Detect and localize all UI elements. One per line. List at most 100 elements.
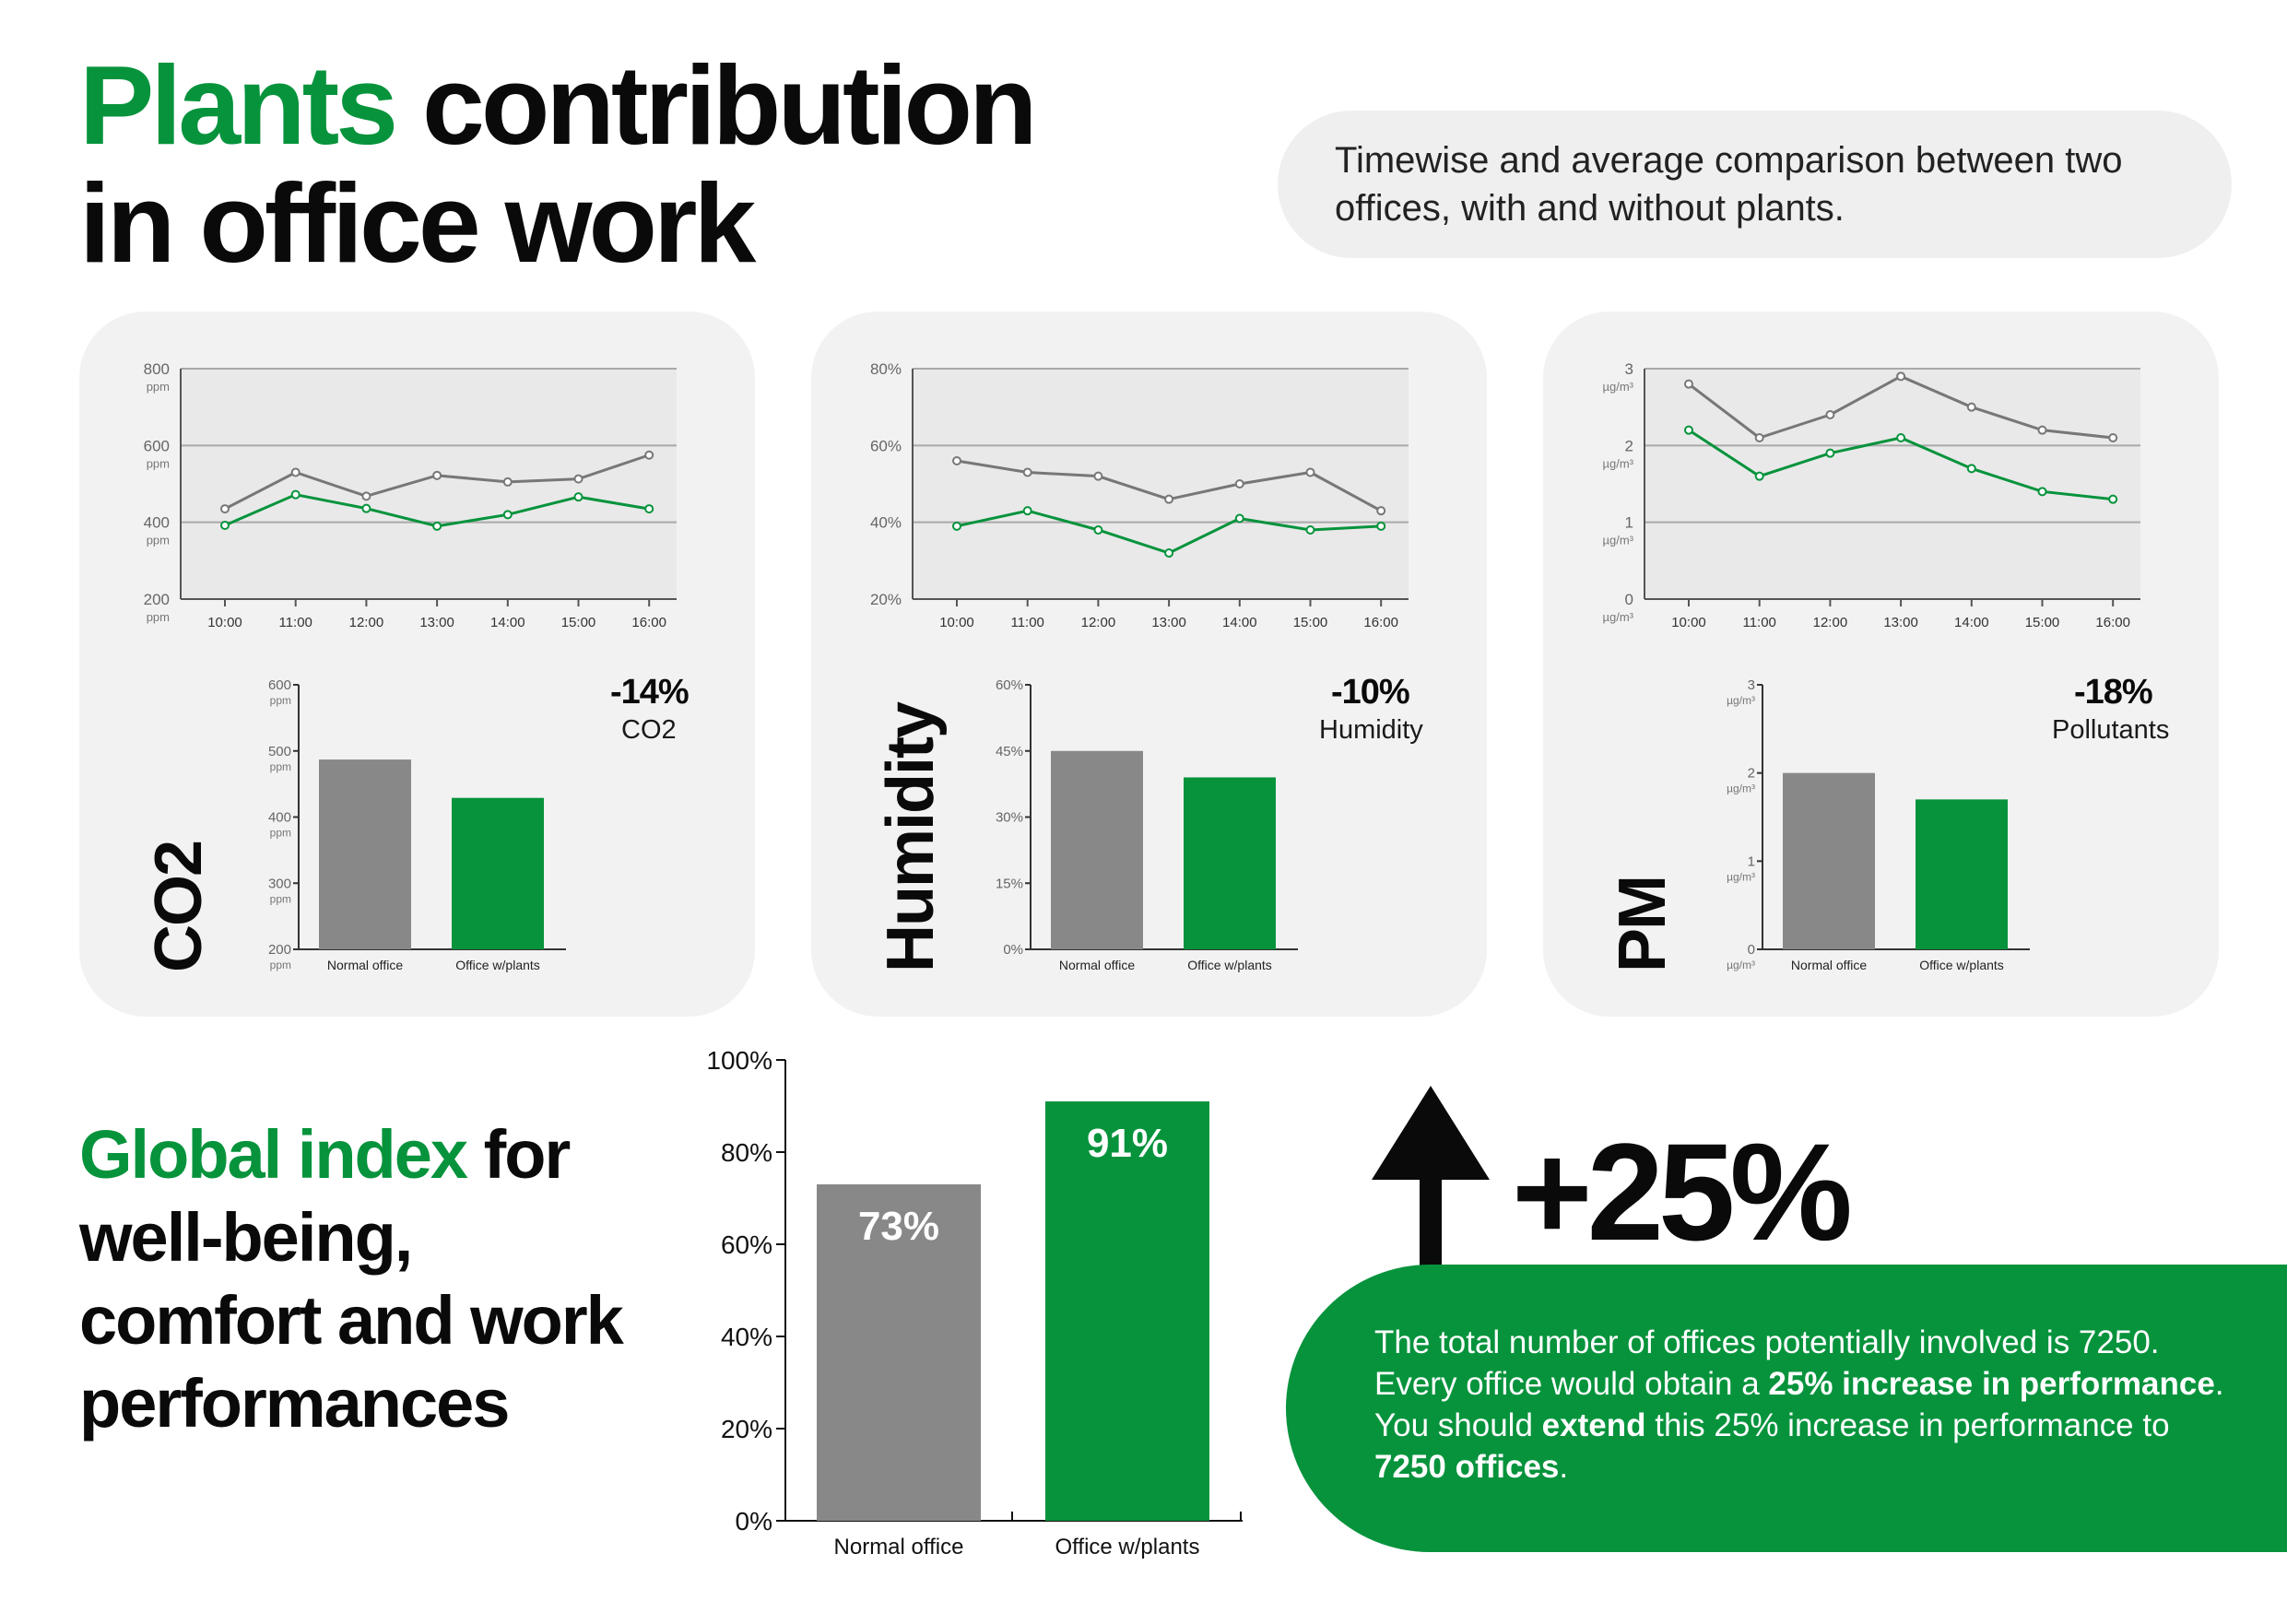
humidity-bar-normal-office [1051, 750, 1143, 949]
summary-callout: The total number of offices potentially … [1286, 1265, 2287, 1552]
callout-line-2-end: . [2214, 1366, 2224, 1402]
humidity-bar-plants-office [1184, 777, 1276, 949]
co2-card: 800 ppm 600 ppm 400 ppm 200 ppm 10:00 11:00 12:00 1… [79, 312, 755, 1017]
humidity-line-x-tick: 14:00 [1222, 615, 1257, 630]
co2-line-point [502, 477, 513, 487]
pm-bar-category-label: Office w/plants [1919, 958, 2004, 972]
co2-bar-normal-office [319, 759, 411, 949]
callout-line-3: You should extend this 25% increase in p… [1374, 1405, 2287, 1446]
humidity-card-title: Humidity [874, 702, 948, 972]
humidity-line-point [1022, 506, 1032, 516]
global-title-highlight: Global index [79, 1116, 468, 1193]
co2-line-x-tick: 12:00 [349, 615, 384, 630]
pm-bar-y-tick: 0 [1748, 942, 1755, 958]
humidity-bar-y-tick: 15% [996, 876, 1023, 891]
humidity-card: 80% 60% 40% 20% 10:00 11:00 12:00 13:00 14:00 15:… [811, 312, 1487, 1017]
co2-bar-category-label: Normal office [327, 958, 403, 972]
co2-line-y-tick: 400 [144, 514, 170, 532]
humidity-line-x-tick: 10:00 [939, 615, 974, 630]
humidity-line-point [1305, 525, 1315, 535]
pm-bar-y-tick: 3 [1748, 677, 1755, 693]
humidity-line-point [1022, 467, 1032, 477]
pm-line-y-tick: 2 [1625, 437, 1633, 454]
pm-line-point [1684, 425, 1693, 435]
co2-change-label: CO2 [621, 715, 677, 745]
humidity-bar-y-tick: 45% [996, 744, 1023, 759]
co2-line-y-tick: 800 [144, 360, 170, 378]
callout-line-3-text: You should [1374, 1407, 1533, 1443]
global-bar-value-label: 91% [1087, 1121, 1168, 1166]
pm-line-point [1754, 433, 1764, 442]
co2-bar-y-unit: ppm [270, 959, 291, 971]
co2-line-x-tick: 13:00 [419, 615, 454, 630]
callout-line-2-bold: 25% increase in performance [1768, 1366, 2215, 1402]
global-y-tick: 20% [721, 1415, 772, 1443]
callout-line-4-bold: 7250 offices [1374, 1449, 1560, 1485]
humidity-line-point [1234, 513, 1244, 524]
co2-line-point [432, 470, 442, 480]
pm-line-y-unit: µg/m³ [1603, 380, 1634, 394]
co2-line-point [502, 510, 513, 520]
humidity-line-point [1164, 548, 1174, 558]
pm-line-point [1896, 433, 1906, 442]
humidity-line-y-tick: 60% [870, 437, 902, 454]
co2-line-point [644, 504, 654, 514]
pm-bar-normal-office [1783, 772, 1875, 949]
callout-line-1: The total number of offices potentially … [1374, 1324, 2160, 1360]
co2-bar-y-tick: 200 [268, 942, 291, 958]
pm-line-y-unit: µg/m³ [1603, 456, 1634, 470]
global-title-line-4: performances [79, 1365, 510, 1442]
pm-line-x-tick: 15:00 [2025, 615, 2060, 630]
subtitle-line-2: offices, with and without plants. [1335, 188, 1845, 229]
humidity-line-point [1093, 471, 1103, 481]
global-bar-normal-office [817, 1184, 981, 1521]
co2-line-y-tick: 600 [144, 437, 170, 454]
co2-line-point [573, 474, 584, 484]
callout-line-3-bold: extend [1541, 1407, 1646, 1443]
pm-line-y-unit: µg/m³ [1603, 610, 1634, 624]
humidity-change-label: Humidity [1319, 715, 1423, 745]
humidity-line-x-tick: 15:00 [1293, 615, 1328, 630]
co2-bar-y-unit: ppm [270, 694, 291, 707]
co2-line-point [361, 491, 371, 501]
humidity-bar-y-tick: 30% [996, 810, 1023, 826]
co2-line-x-tick: 15:00 [561, 615, 596, 630]
up-arrow-icon [1372, 1086, 1490, 1270]
pm-line-point [1825, 448, 1835, 458]
pm-line-point [2037, 425, 2047, 435]
pm-card-title: PM [1606, 877, 1680, 972]
co2-line-point [290, 467, 301, 477]
co2-line-point [432, 521, 442, 531]
pm-line-x-tick: 14:00 [1954, 615, 1989, 630]
co2-line-point [361, 503, 371, 513]
pm-bar-y-unit: µg/m³ [1727, 870, 1755, 883]
pm-bar-category-label: Normal office [1791, 958, 1867, 972]
co2-bar-y-tick: 400 [268, 810, 291, 826]
global-title-line-1: for [483, 1116, 572, 1193]
pm-line-point [1896, 371, 1906, 382]
co2-line-y-unit: ppm [147, 610, 170, 624]
pm-change-value: -18% [2074, 673, 2153, 712]
humidity-line-y-tick: 80% [870, 360, 902, 378]
humidity-line-x-tick: 11:00 [1010, 615, 1043, 630]
global-y-tick: 100% [706, 1046, 772, 1075]
co2-bar-y-unit: ppm [270, 892, 291, 905]
pm-line-point [1966, 464, 1976, 474]
global-bar-value-label: 73% [858, 1204, 939, 1249]
increase-value: +25% [1512, 1114, 1853, 1269]
callout-line-4-end: . [1559, 1449, 1569, 1485]
humidity-line-point [952, 456, 961, 465]
humidity-line-y-tick: 20% [870, 591, 902, 608]
co2-line-x-tick: 11:00 [278, 615, 312, 630]
humidity-bar-y-tick: 60% [996, 677, 1023, 693]
callout-line-2: Every office would obtain a 25% increase… [1374, 1363, 2287, 1405]
pm-bar-y-tick: 1 [1748, 853, 1755, 869]
subtitle-pill: Timewise and average comparison between … [1278, 111, 2232, 258]
co2-line-y-unit: ppm [147, 380, 170, 394]
pm-line-point [2108, 494, 2118, 504]
co2-line-x-tick: 10:00 [207, 615, 242, 630]
co2-line-point [573, 492, 584, 502]
co2-bar-plants-office [452, 797, 544, 949]
